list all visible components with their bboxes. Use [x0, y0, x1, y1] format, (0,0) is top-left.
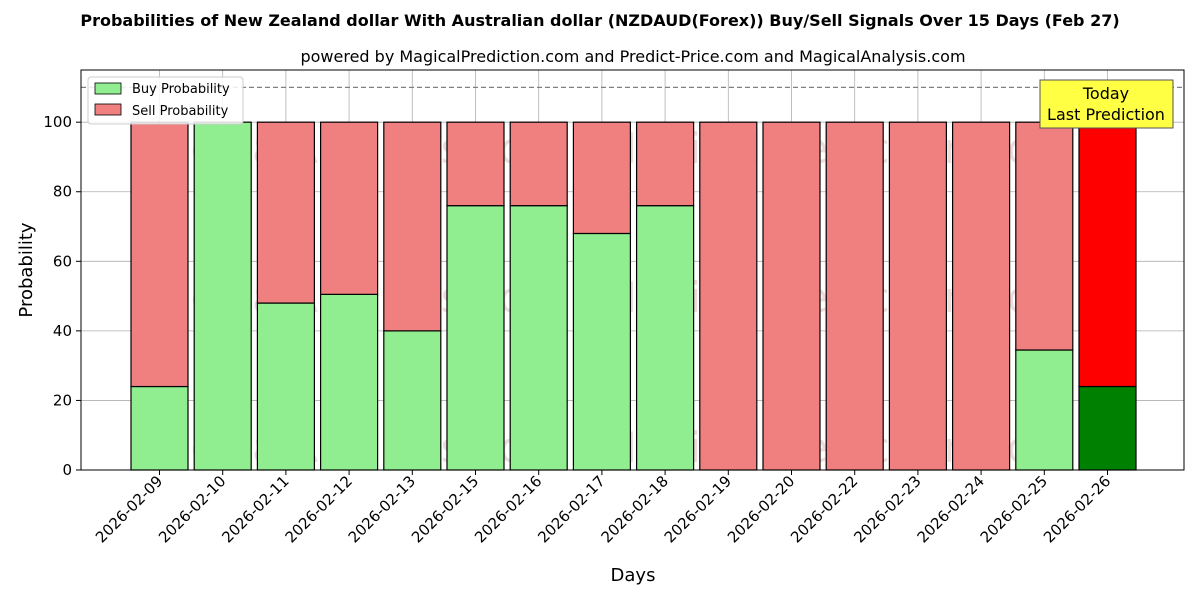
sell-bar — [509, 121, 568, 207]
sell-bar — [825, 121, 884, 471]
sell-bar — [1078, 121, 1137, 388]
legend-label-buy: Buy Probability — [132, 82, 230, 97]
sell-bar — [320, 121, 379, 295]
y-tick-label: 100 — [43, 113, 72, 131]
sell-bar — [951, 121, 1011, 471]
sell-bar — [256, 121, 315, 304]
buy-bar — [383, 330, 442, 471]
sell-bar — [446, 121, 505, 207]
x-tick-label: 2026-02-20 — [724, 472, 798, 546]
y-axis: 0 20 40 60 80 100 — [43, 113, 81, 479]
y-axis-label: Probability — [16, 222, 37, 317]
buy-bar — [446, 205, 505, 471]
x-tick-label: 2026-02-23 — [850, 472, 924, 546]
buy-bar — [256, 302, 315, 471]
sell-bar — [635, 121, 695, 207]
today-annotation-box — [1039, 79, 1174, 129]
x-tick-label: 2026-02-13 — [345, 472, 419, 546]
legend-swatch-sell — [94, 103, 122, 116]
chart-title: Probabilities of New Zealand dollar With… — [80, 11, 1119, 30]
legend: Buy Probability Sell Probability — [87, 76, 244, 125]
x-tick-label: 2026-02-15 — [408, 472, 482, 546]
buy-bar — [130, 385, 189, 471]
x-tick-label: 2026-02-25 — [977, 472, 1051, 546]
y-tick-label: 20 — [53, 391, 72, 409]
buy-bar — [1078, 385, 1137, 471]
x-axis: 2026-02-092026-02-102026-02-112026-02-12… — [92, 470, 1114, 546]
sell-bar — [383, 121, 442, 332]
x-tick-label: 2026-02-18 — [598, 472, 672, 546]
buy-bar — [635, 205, 695, 471]
legend-box — [87, 76, 244, 125]
x-axis-label: Days — [611, 565, 656, 586]
today-annotation-line-1: Today — [1082, 84, 1129, 103]
plot-frame — [80, 69, 1185, 471]
buy-bar — [572, 232, 632, 471]
today-annotation-line-2: Last Prediction — [1047, 105, 1165, 124]
sell-bar — [572, 121, 632, 235]
y-tick-label: 0 — [62, 461, 72, 479]
bars — [130, 121, 1137, 471]
x-tick-label: 2026-02-11 — [218, 472, 292, 546]
x-tick-label: 2026-02-12 — [282, 472, 356, 546]
sell-bar — [888, 121, 948, 471]
x-tick-label: 2026-02-17 — [534, 472, 608, 546]
x-tick-label: 2026-02-26 — [1040, 472, 1114, 546]
x-tick-label: 2026-02-10 — [155, 472, 229, 546]
buy-bar — [1015, 349, 1074, 471]
x-tick-label: 2026-02-16 — [471, 472, 545, 546]
buy-bar — [320, 293, 379, 471]
legend-swatch-buy — [94, 82, 122, 95]
sell-bar — [699, 121, 758, 471]
x-tick-label: 2026-02-09 — [92, 472, 166, 546]
y-tick-label: 60 — [53, 252, 72, 270]
sell-bar — [1015, 121, 1074, 351]
sell-bar — [762, 121, 821, 471]
x-tick-label: 2026-02-19 — [661, 472, 735, 546]
x-tick-label: 2026-02-24 — [914, 472, 988, 546]
chart-subtitle: powered by MagicalPrediction.com and Pre… — [300, 47, 965, 66]
sell-bar — [130, 121, 189, 388]
buy-bar — [509, 205, 568, 471]
legend-label-sell: Sell Probability — [132, 104, 229, 119]
today-annotation: Today Last Prediction — [1039, 79, 1174, 129]
x-tick-label: 2026-02-22 — [787, 472, 861, 546]
buy-bar — [193, 121, 252, 471]
y-tick-label: 40 — [53, 322, 72, 340]
y-tick-label: 80 — [53, 183, 72, 201]
